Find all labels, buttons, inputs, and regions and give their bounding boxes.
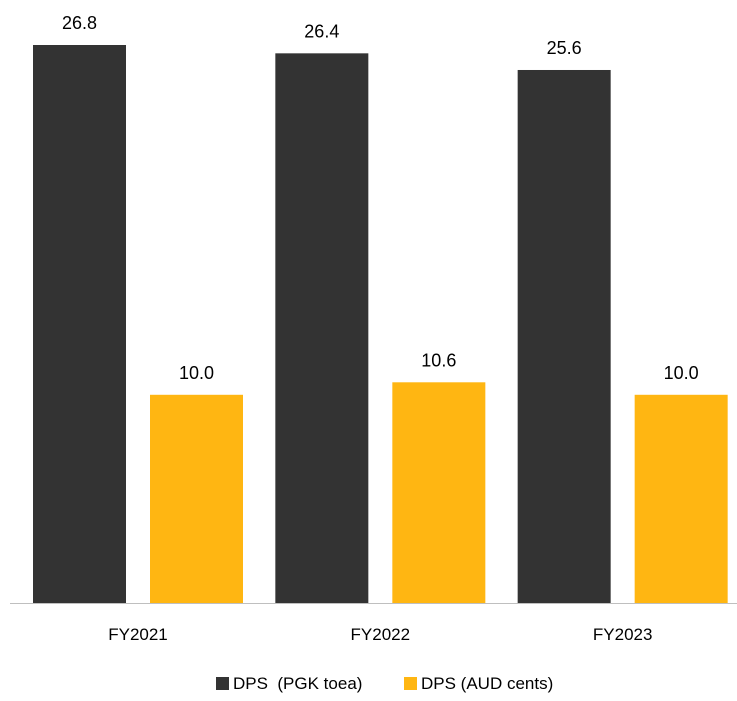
data-label-dps-aud-cents-fy2021: 10.0 — [179, 363, 214, 383]
x-tick-fy2021: FY2021 — [108, 625, 168, 644]
bar-dps-aud-cents-fy2023 — [634, 394, 728, 603]
legend-swatch-dps-pgk-toea — [216, 677, 229, 690]
data-label-dps-pgk-toea-fy2023: 25.6 — [547, 38, 582, 58]
data-label-dps-aud-cents-fy2023: 10.0 — [664, 363, 699, 383]
data-label-dps-aud-cents-fy2022: 10.6 — [421, 350, 456, 370]
x-tick-fy2022: FY2022 — [351, 625, 411, 644]
data-label-dps-pgk-toea-fy2021: 26.8 — [62, 13, 97, 33]
data-labels-group: 26.8 10.0 26.4 10.6 25.6 10.0 — [62, 13, 699, 383]
data-label-dps-pgk-toea-fy2022: 26.4 — [304, 21, 339, 41]
bar-dps-aud-cents-fy2021 — [150, 394, 243, 603]
bar-dps-pgk-toea-fy2021 — [33, 45, 126, 603]
bar-dps-aud-cents-fy2022 — [392, 382, 486, 603]
legend: DPS (PGK toea) DPS (AUD cents) — [216, 674, 553, 693]
bars-group — [33, 45, 728, 603]
x-tick-labels-group: FY2021 FY2022 FY2023 — [108, 625, 652, 644]
bar-dps-pgk-toea-fy2023 — [517, 69, 611, 603]
x-tick-fy2023: FY2023 — [593, 625, 653, 644]
legend-label-dps-pgk-toea: DPS (PGK toea) — [233, 674, 362, 693]
legend-label-dps-aud-cents: DPS (AUD cents) — [421, 674, 553, 693]
bar-dps-pgk-toea-fy2022 — [275, 53, 369, 603]
legend-swatch-dps-aud-cents — [404, 677, 417, 690]
